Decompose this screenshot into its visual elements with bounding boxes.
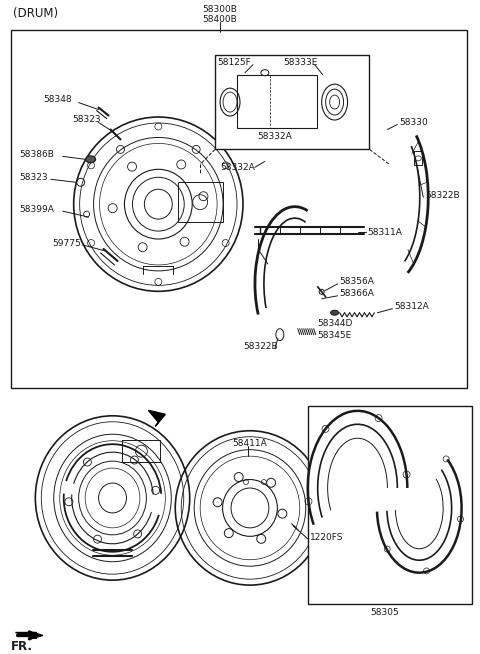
Ellipse shape	[85, 156, 96, 163]
Text: 58344D: 58344D	[318, 319, 353, 328]
Text: 58366A: 58366A	[339, 289, 374, 298]
Text: 58400B: 58400B	[203, 16, 238, 24]
Bar	[122, 440, 160, 462]
Text: 58300B: 58300B	[203, 5, 238, 14]
Text: 58345E: 58345E	[318, 331, 352, 340]
Text: 58333E: 58333E	[283, 58, 317, 67]
Text: 58312A: 58312A	[395, 302, 429, 311]
Text: 58399A: 58399A	[19, 205, 54, 214]
Polygon shape	[148, 410, 165, 426]
Text: 1220FS: 1220FS	[310, 533, 343, 542]
Text: 58348: 58348	[43, 95, 72, 104]
Ellipse shape	[331, 310, 338, 315]
Bar	[414, 151, 422, 165]
Text: 58332A: 58332A	[220, 163, 255, 172]
Bar	[178, 182, 223, 222]
Text: (DRUM): (DRUM)	[13, 7, 58, 20]
Text: FR.: FR.	[11, 640, 33, 653]
Text: 58330: 58330	[399, 118, 428, 127]
Polygon shape	[15, 632, 36, 638]
Text: 58311A: 58311A	[368, 228, 402, 237]
Text: 58322B: 58322B	[425, 191, 460, 199]
Text: 58322B: 58322B	[243, 342, 277, 351]
Bar	[11, 30, 467, 388]
Text: 59775: 59775	[53, 239, 82, 247]
Text: 58356A: 58356A	[339, 277, 374, 286]
Text: 58305: 58305	[370, 608, 399, 617]
Polygon shape	[33, 632, 43, 638]
Bar	[308, 406, 472, 604]
Text: 58411A: 58411A	[232, 439, 267, 448]
Text: 58323: 58323	[19, 173, 48, 182]
Text: 58386B: 58386B	[19, 150, 54, 159]
Text: 58332A: 58332A	[257, 132, 292, 141]
Bar	[237, 75, 317, 128]
Bar	[215, 55, 370, 149]
Text: 58125F: 58125F	[217, 58, 251, 67]
Text: 58323: 58323	[72, 115, 101, 124]
